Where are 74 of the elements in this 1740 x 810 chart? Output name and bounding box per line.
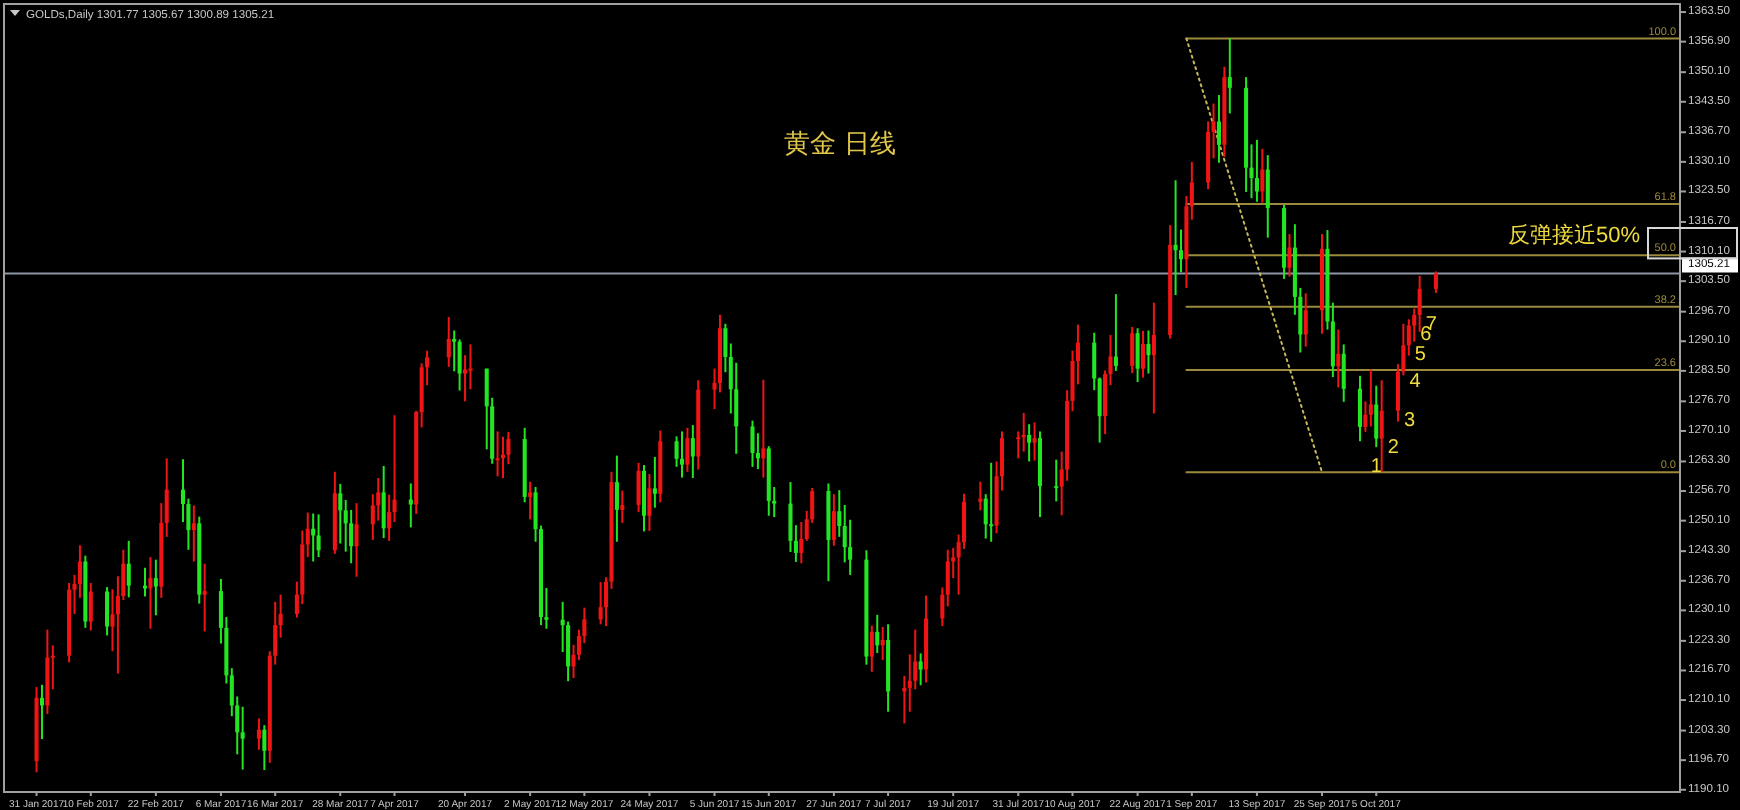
candlestick xyxy=(978,480,983,512)
candlestick xyxy=(1173,179,1178,297)
candlestick xyxy=(528,480,533,521)
candlestick xyxy=(641,464,647,533)
candlestick xyxy=(620,489,625,524)
candlestick xyxy=(1368,368,1373,428)
candlestick xyxy=(647,473,652,532)
text: 黄金 日线 xyxy=(784,128,896,158)
candlestick xyxy=(636,461,641,514)
candlestick xyxy=(1227,37,1232,115)
candlestick xyxy=(105,586,110,637)
candlestick xyxy=(1146,329,1151,375)
candlestick xyxy=(256,717,261,751)
candlestick xyxy=(598,581,603,626)
annotation: 反弹接近50% xyxy=(1507,222,1641,248)
annotation: 5 xyxy=(1414,344,1427,367)
candlestick xyxy=(354,502,359,578)
candlestick xyxy=(39,683,44,741)
candlestick xyxy=(1151,301,1156,415)
candlestick xyxy=(1216,94,1221,164)
annotation: 1 xyxy=(1370,456,1383,479)
candlestick xyxy=(831,493,836,547)
candlestick xyxy=(446,316,451,368)
candlestick xyxy=(1303,292,1308,348)
candlestick xyxy=(989,461,994,543)
candlestick xyxy=(761,378,766,479)
candlestick xyxy=(191,504,196,563)
candlestick xyxy=(1357,374,1363,443)
candlestick xyxy=(652,455,657,509)
candlestick xyxy=(1341,343,1346,403)
candlestick xyxy=(1374,384,1379,449)
candlestick xyxy=(1054,458,1059,503)
candlestick xyxy=(126,539,131,599)
candlestick xyxy=(148,555,153,630)
annotation: 3 xyxy=(1403,409,1416,432)
candlestick xyxy=(614,454,619,543)
candlestick xyxy=(316,513,321,558)
candlestick xyxy=(1141,329,1146,379)
candlestick xyxy=(918,652,923,687)
candlestick xyxy=(1254,138,1259,203)
candlestick xyxy=(202,562,207,633)
candlestick xyxy=(1265,154,1270,239)
candlestick xyxy=(788,481,793,554)
annotation: 6 xyxy=(1420,324,1433,347)
candlestick xyxy=(750,419,755,468)
candlestick xyxy=(869,624,874,673)
candlestick xyxy=(1130,325,1135,375)
candlestick xyxy=(1027,423,1032,463)
candlestick xyxy=(875,613,880,654)
candlestick xyxy=(153,558,158,617)
candlestick xyxy=(338,482,343,545)
candlestick xyxy=(1260,147,1265,204)
candlestick xyxy=(1433,270,1438,294)
candlestick xyxy=(457,338,462,392)
candlestick xyxy=(1287,233,1292,278)
candlestick xyxy=(262,724,267,772)
annotation: 4 xyxy=(1409,370,1422,393)
candlestick xyxy=(1113,293,1118,372)
candlestick xyxy=(408,482,413,529)
candlestick xyxy=(679,430,685,479)
candlestick xyxy=(1032,421,1037,462)
candlestick xyxy=(45,628,50,715)
candlestick xyxy=(1135,327,1140,384)
candlestick xyxy=(349,508,354,565)
annotation: 2 xyxy=(1387,437,1400,460)
candlestick xyxy=(88,582,93,632)
candlestick xyxy=(880,625,885,662)
candlestick xyxy=(381,464,386,540)
candlestick xyxy=(495,430,500,478)
candlestick xyxy=(1336,328,1341,389)
candlestick xyxy=(1037,430,1043,519)
candlestick xyxy=(690,424,695,480)
candlestick xyxy=(685,426,690,473)
candlestick xyxy=(1379,379,1384,474)
